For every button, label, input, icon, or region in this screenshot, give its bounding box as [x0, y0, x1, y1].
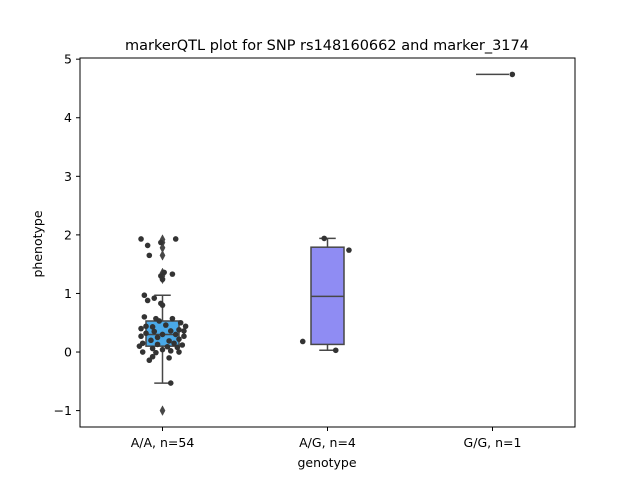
- data-point: [321, 235, 328, 242]
- data-point: [172, 331, 179, 338]
- x-tick-label: G/G, n=1: [464, 435, 522, 450]
- x-axis-label: genotype: [297, 455, 356, 470]
- y-tick-label: 4: [64, 110, 72, 125]
- data-point: [166, 355, 172, 361]
- data-point: [299, 338, 306, 345]
- y-tick-label: 1: [64, 286, 72, 301]
- data-point: [151, 328, 158, 335]
- y-tick-label: 5: [64, 52, 72, 67]
- data-point: [146, 252, 153, 259]
- data-point: [346, 247, 352, 253]
- data-point: [181, 333, 187, 340]
- data-point: [151, 295, 158, 301]
- data-point: [138, 236, 144, 242]
- data-point: [153, 349, 159, 356]
- data-point: [139, 349, 146, 355]
- data-point: [164, 343, 171, 350]
- outlier-marker: [159, 405, 166, 416]
- data-point: [138, 325, 144, 332]
- y-tick-label: 2: [64, 227, 72, 242]
- data-point: [169, 315, 176, 322]
- outlier-marker: [159, 250, 166, 261]
- data-point: [148, 337, 154, 344]
- data-point: [181, 328, 187, 334]
- data-point: [146, 357, 153, 364]
- data-point: [141, 314, 148, 320]
- data-point: [143, 330, 149, 337]
- data-point: [136, 343, 143, 349]
- data-point: [167, 380, 174, 386]
- data-point: [141, 292, 148, 299]
- data-point: [172, 236, 179, 242]
- data-point: [161, 269, 167, 276]
- chart-title: markerQTL plot for SNP rs148160662 and m…: [125, 38, 529, 54]
- y-tick-label: 0: [64, 345, 72, 360]
- box-group: [310, 237, 345, 352]
- plot-area-frame: [79, 57, 576, 428]
- data-point: [156, 318, 162, 324]
- data-point: [509, 71, 516, 78]
- data-point: [167, 348, 174, 354]
- data-point: [176, 336, 182, 342]
- data-point: [149, 324, 156, 330]
- data-point: [167, 328, 174, 334]
- data-point: [169, 271, 176, 277]
- data-point: [158, 239, 164, 246]
- data-point: [332, 347, 339, 354]
- data-point: [159, 302, 166, 308]
- data-point: [149, 345, 156, 352]
- data-point: [159, 276, 166, 283]
- x-tick-label: A/A, n=54: [131, 435, 195, 450]
- data-point: [177, 319, 184, 326]
- data-point: [171, 340, 177, 347]
- data-point: [154, 334, 161, 341]
- data-point: [154, 341, 161, 348]
- x-tick-label: A/G, n=4: [299, 435, 356, 450]
- data-point: [143, 323, 149, 330]
- data-point: [163, 322, 169, 328]
- data-point: [179, 342, 186, 348]
- data-point: [166, 338, 172, 344]
- data-point: [138, 333, 144, 340]
- data-point: [182, 323, 189, 330]
- data-point: [144, 242, 151, 249]
- y-axis-label: phenotype: [30, 210, 45, 277]
- y-tick-label: −1: [54, 403, 72, 418]
- y-tick-label: 3: [64, 169, 72, 184]
- data-point: [159, 346, 166, 353]
- data-point: [149, 353, 156, 360]
- data-point: [174, 344, 181, 351]
- data-point: [144, 297, 151, 304]
- data-point: [159, 331, 166, 338]
- data-point: [176, 349, 182, 355]
- data-point: [176, 326, 182, 333]
